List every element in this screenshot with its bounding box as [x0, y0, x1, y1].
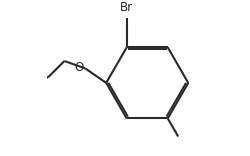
Text: O: O [74, 61, 83, 74]
Text: Br: Br [120, 1, 133, 14]
